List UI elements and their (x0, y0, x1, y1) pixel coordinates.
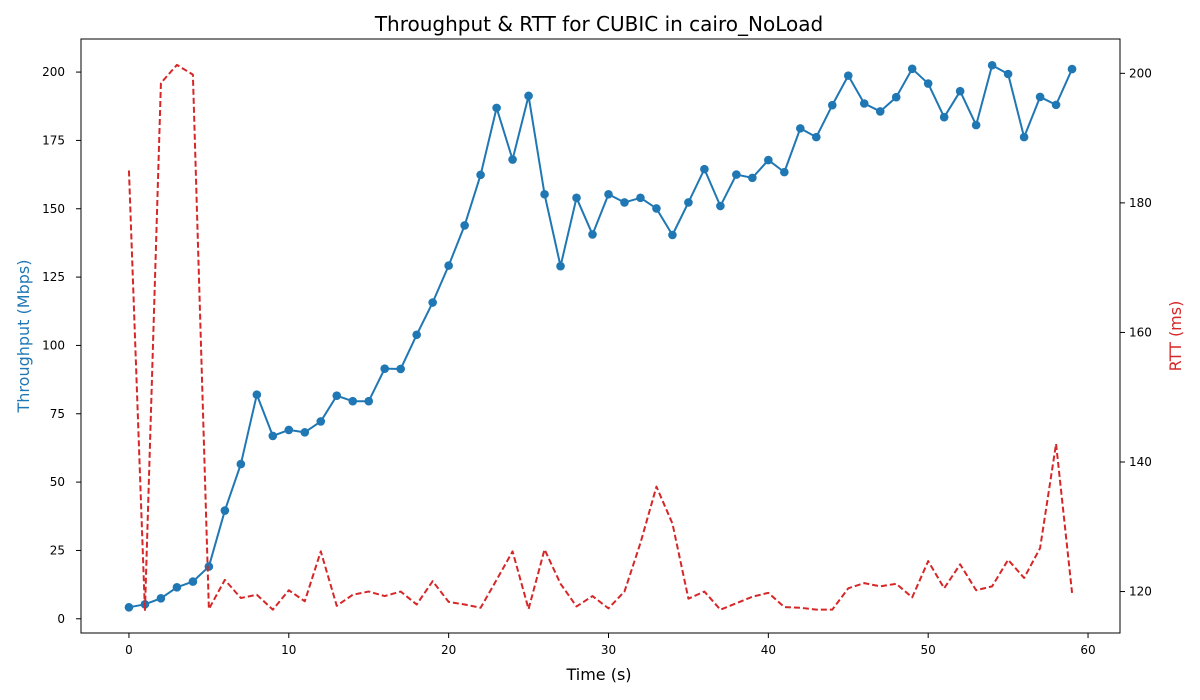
y-left-tick-label: 50 (50, 475, 65, 489)
y-right-tick-label: 180 (1129, 196, 1152, 210)
x-tick-label: 60 (1080, 643, 1095, 657)
y-right-tick-label: 140 (1129, 455, 1152, 469)
data-point-throughput (316, 417, 326, 426)
data-point-throughput (156, 593, 166, 603)
data-point-throughput (811, 132, 821, 142)
data-point-throughput (332, 391, 342, 401)
data-point-throughput (188, 577, 198, 586)
data-point-throughput (1019, 132, 1029, 142)
data-point-throughput (668, 230, 677, 240)
y-left-tick-label: 150 (42, 202, 65, 216)
x-tick-label: 40 (761, 643, 776, 657)
data-point-throughput (1003, 69, 1013, 79)
y-axis-left-label: Throughput (Mbps) (14, 260, 33, 414)
data-point-throughput (300, 428, 310, 437)
data-point-throughput (843, 71, 853, 80)
data-point-throughput (907, 64, 917, 74)
data-point-throughput (891, 92, 901, 102)
data-point-throughput (764, 155, 773, 165)
data-point-throughput (540, 189, 549, 199)
data-point-throughput (172, 583, 182, 592)
data-point-throughput (939, 112, 949, 122)
chart-title: Throughput & RTT for CUBIC in cairo_NoLo… (374, 12, 823, 36)
data-point-throughput (252, 390, 262, 399)
data-point-throughput (620, 198, 629, 207)
x-tick-label: 0 (125, 643, 133, 657)
data-point-throughput (508, 155, 517, 164)
y-right-tick-label: 160 (1129, 325, 1152, 339)
series-layer (124, 60, 1077, 612)
data-point-throughput (700, 164, 709, 174)
data-point-throughput (348, 396, 358, 406)
data-point-throughput (444, 261, 453, 270)
data-point-throughput (780, 167, 789, 177)
data-point-throughput (955, 86, 965, 96)
data-point-throughput (732, 170, 741, 179)
data-point-throughput (524, 91, 533, 101)
data-point-throughput (284, 425, 294, 435)
data-point-throughput (476, 170, 485, 180)
data-point-throughput (204, 562, 214, 571)
data-point-throughput (428, 298, 437, 307)
series-line-rtt (127, 63, 1074, 612)
data-point-throughput (492, 103, 501, 113)
data-point-throughput (1067, 64, 1077, 74)
data-point-throughput (412, 330, 421, 340)
data-point-throughput (987, 60, 997, 70)
data-point-throughput (1051, 100, 1061, 110)
data-point-throughput (923, 79, 933, 88)
data-point-throughput (636, 193, 645, 203)
y-left-tick-label: 25 (50, 543, 65, 557)
y-left-tick-label: 125 (42, 270, 65, 284)
y-left-tick-label: 200 (42, 65, 65, 79)
data-point-throughput (748, 173, 757, 183)
y-left-tick-label: 100 (42, 338, 65, 352)
data-point-throughput (460, 221, 469, 230)
plot-frame (80, 38, 1121, 634)
data-point-throughput (716, 201, 725, 211)
data-point-throughput (124, 603, 134, 612)
data-point-throughput (556, 261, 565, 271)
data-point-throughput (859, 99, 869, 108)
data-point-throughput (827, 100, 837, 110)
data-point-throughput (396, 364, 405, 374)
y-left-tick-label: 0 (57, 612, 65, 626)
axes-layer: 0 10 20 30 40 50 60 0 25 50 75 100 125 150 175 200 120 14… (42, 38, 1152, 657)
data-point-throughput (236, 459, 246, 469)
data-point-throughput (220, 506, 230, 515)
data-point-throughput (684, 198, 693, 207)
y-left-tick-label: 75 (50, 407, 65, 421)
y-right-tick-label: 120 (1129, 585, 1152, 599)
data-point-throughput (604, 189, 613, 199)
y-axis-right-label: RTT (ms) (1166, 301, 1185, 372)
data-point-throughput (875, 107, 885, 116)
x-tick-label: 50 (921, 643, 936, 657)
x-tick-label: 30 (601, 643, 616, 657)
x-tick-label: 20 (441, 643, 456, 657)
data-point-throughput (364, 396, 374, 406)
y-right-tick-label: 200 (1129, 66, 1152, 80)
data-point-throughput (652, 204, 661, 213)
x-axis-label: Time (s) (565, 665, 631, 684)
data-point-throughput (796, 124, 805, 133)
data-point-throughput (971, 120, 981, 130)
data-point-throughput (380, 364, 390, 373)
data-point-throughput (572, 193, 581, 203)
data-point-throughput (588, 230, 597, 239)
x-tick-label: 10 (281, 643, 296, 657)
data-point-throughput (1035, 92, 1045, 102)
y-left-tick-label: 175 (42, 133, 65, 147)
data-point-throughput (268, 431, 278, 441)
